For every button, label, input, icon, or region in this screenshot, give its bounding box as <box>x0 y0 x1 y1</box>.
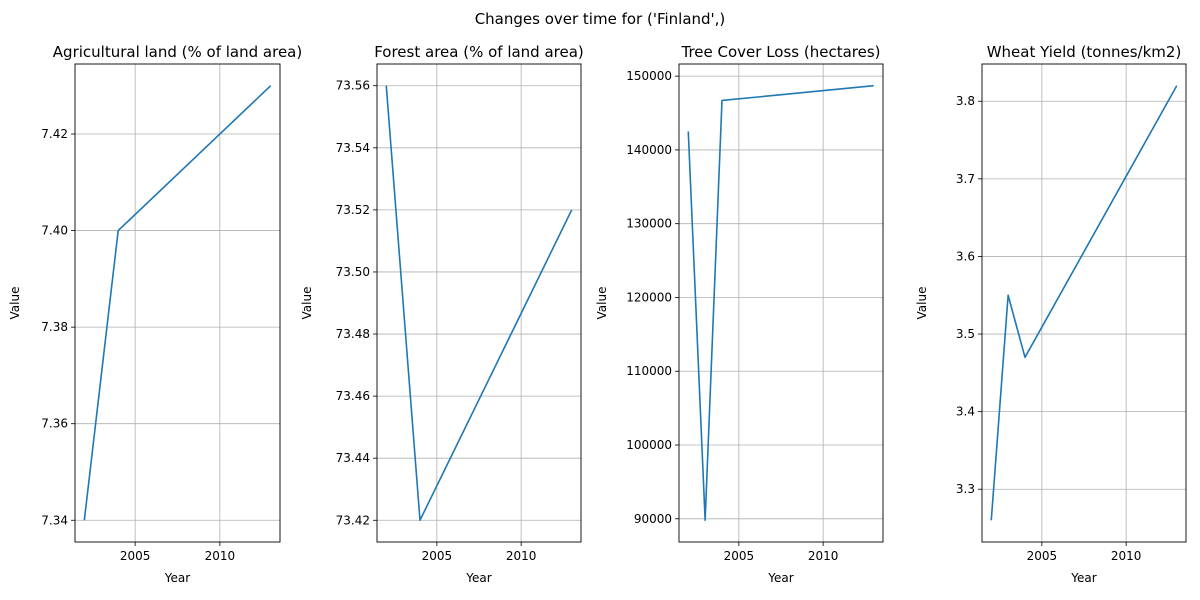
y-tick-label: 3.6 <box>956 249 975 263</box>
y-tick-label: 7.36 <box>41 417 68 431</box>
y-tick-label: 3.3 <box>956 482 975 496</box>
subplot-panels: 2005 2010 7.34 7.36 7.38 7.40 7.42 Agricultural… <box>8 43 1187 585</box>
x-axis-label: Year <box>1070 571 1096 585</box>
subplot-title: Agricultural land (% of land area) <box>53 43 302 61</box>
plot-area <box>377 64 581 542</box>
y-tick-label: 3.4 <box>956 405 975 419</box>
y-tick-label: 7.40 <box>41 224 68 238</box>
plot-area <box>679 64 883 542</box>
x-tick-label: 2010 <box>506 549 537 563</box>
subplot-1: 2005 2010 7.34 7.36 7.38 7.40 7.42 Agricultural… <box>8 43 302 585</box>
y-axis-label: Value <box>300 287 314 320</box>
plot-area <box>982 64 1186 542</box>
y-tick-label: 140000 <box>626 143 672 157</box>
x-tick-label: 2005 <box>724 549 755 563</box>
series-line <box>687 84 874 522</box>
x-tick-label: 2010 <box>808 549 839 563</box>
x-tick-label: 2005 <box>422 549 453 563</box>
y-tick-label: 100000 <box>626 438 672 452</box>
y-tick-label: 73.44 <box>336 451 370 465</box>
figure-suptitle: Changes over time for ('Finland',) <box>475 10 726 28</box>
y-axis-label: Value <box>595 287 609 320</box>
y-tick-label: 3.8 <box>956 94 975 108</box>
axes-frame <box>678 63 884 543</box>
x-tick-label: 2005 <box>1027 549 1058 563</box>
axes-frame <box>981 63 1187 543</box>
y-axis-label: Value <box>8 287 22 320</box>
subplot-title: Wheat Yield (tonnes/km2) <box>987 43 1182 61</box>
y-tick-label: 150000 <box>626 69 672 83</box>
y-tick-label: 73.56 <box>336 79 370 93</box>
x-axis-label: Year <box>767 571 793 585</box>
x-axis-label: Year <box>164 571 190 585</box>
subplot-title: Forest area (% of land area) <box>374 43 584 61</box>
series-line <box>83 85 272 521</box>
plot-area <box>75 64 280 542</box>
x-tick-label: 2005 <box>120 549 151 563</box>
axes-frame <box>376 63 582 543</box>
y-tick-label: 120000 <box>626 290 672 304</box>
y-tick-label: 110000 <box>626 364 672 378</box>
y-tick-label: 7.38 <box>41 320 68 334</box>
y-tick-label: 73.50 <box>336 265 370 279</box>
y-tick-label: 73.46 <box>336 389 370 403</box>
y-tick-label: 73.52 <box>336 203 370 217</box>
y-axis-label: Value <box>915 287 929 320</box>
y-tick-label: 7.42 <box>41 127 68 141</box>
series-line <box>385 85 573 522</box>
series-line <box>990 85 1178 521</box>
y-tick-label: 130000 <box>626 217 672 231</box>
subplot-2: 2005 2010 73.42 73.44 73.46 73.48 73.50 73.52 73… <box>300 43 584 585</box>
subplot-3: 2005 2010 90000 100000 110000 120000 130000 140… <box>595 43 884 585</box>
y-tick-label: 73.48 <box>336 327 370 341</box>
x-axis-label: Year <box>465 571 491 585</box>
subplot-4: 2005 2010 3.3 3.4 3.5 3.6 3.7 3.8 Wheat Yield (t… <box>915 43 1187 585</box>
y-tick-label: 73.42 <box>336 513 370 527</box>
axes-frame <box>74 63 281 543</box>
y-tick-label: 73.54 <box>336 141 370 155</box>
y-tick-label: 3.7 <box>956 172 975 186</box>
y-tick-label: 90000 <box>634 512 672 526</box>
x-tick-label: 2010 <box>205 549 236 563</box>
subplot-title: Tree Cover Loss (hectares) <box>680 43 880 61</box>
y-tick-label: 3.5 <box>956 327 975 341</box>
y-tick-label: 7.34 <box>41 513 68 527</box>
x-tick-label: 2010 <box>1111 549 1142 563</box>
